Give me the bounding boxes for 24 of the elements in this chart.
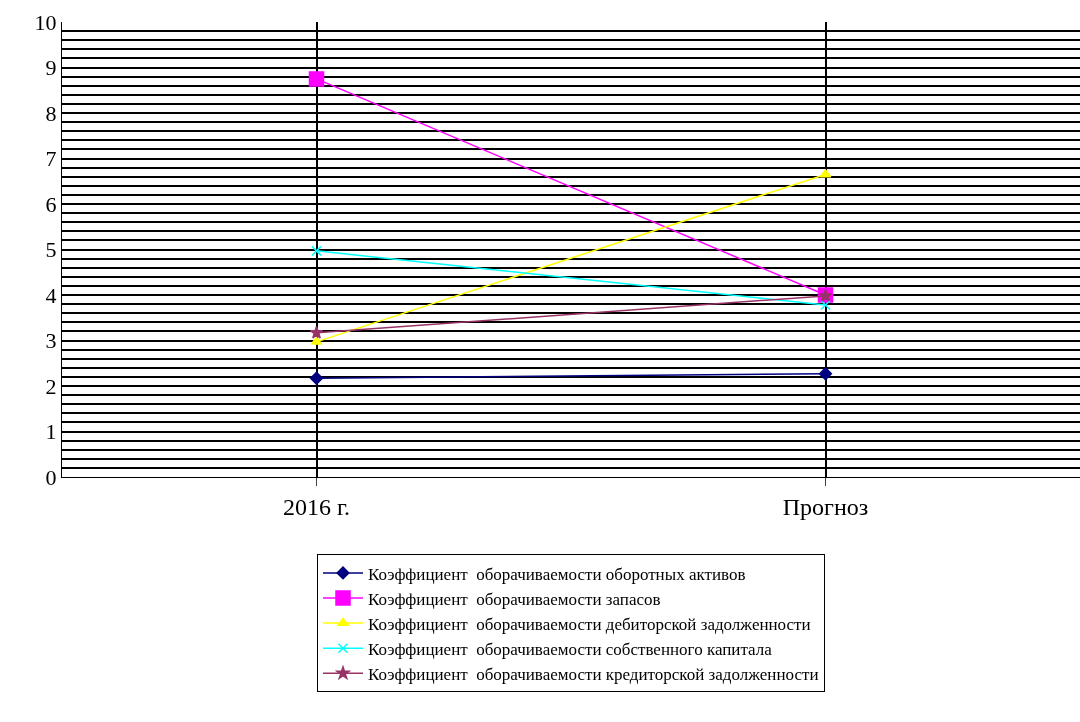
legend-label: Коэффициент оборачиваемости оборотных активов bbox=[368, 564, 746, 584]
y-tick-label: 0 bbox=[45, 464, 57, 490]
y-tick-label: 9 bbox=[45, 55, 57, 81]
y-tick-label: 3 bbox=[45, 328, 57, 354]
point bbox=[311, 245, 322, 257]
legend-label: Коэффициент оборачиваемости дебиторской задолженности bbox=[368, 614, 811, 634]
legend-label: Коэффициент оборачиваемости кредиторской задолженности bbox=[368, 664, 819, 684]
legend-label: Коэффициент оборачиваемости собственного капитала bbox=[368, 639, 773, 659]
y-tick-label: 7 bbox=[45, 146, 57, 172]
point bbox=[309, 371, 324, 385]
point bbox=[820, 299, 831, 311]
y-tick-label: 8 bbox=[45, 100, 57, 126]
point bbox=[818, 367, 833, 381]
legend-label: Коэффициент оборачиваемости запасов bbox=[368, 589, 661, 609]
point bbox=[308, 71, 325, 87]
y-tick-label: 1 bbox=[45, 419, 57, 445]
y-tick-label: 5 bbox=[45, 237, 57, 263]
y-tick-label: 6 bbox=[45, 191, 57, 217]
x-tick-label: Прогноз bbox=[782, 493, 869, 520]
y-tick-label: 2 bbox=[45, 373, 57, 399]
x-tick-label: 2016 г. bbox=[282, 493, 351, 520]
y-tick-label: 4 bbox=[45, 282, 57, 308]
point bbox=[309, 325, 324, 339]
y-tick-label: 10 bbox=[34, 9, 57, 35]
